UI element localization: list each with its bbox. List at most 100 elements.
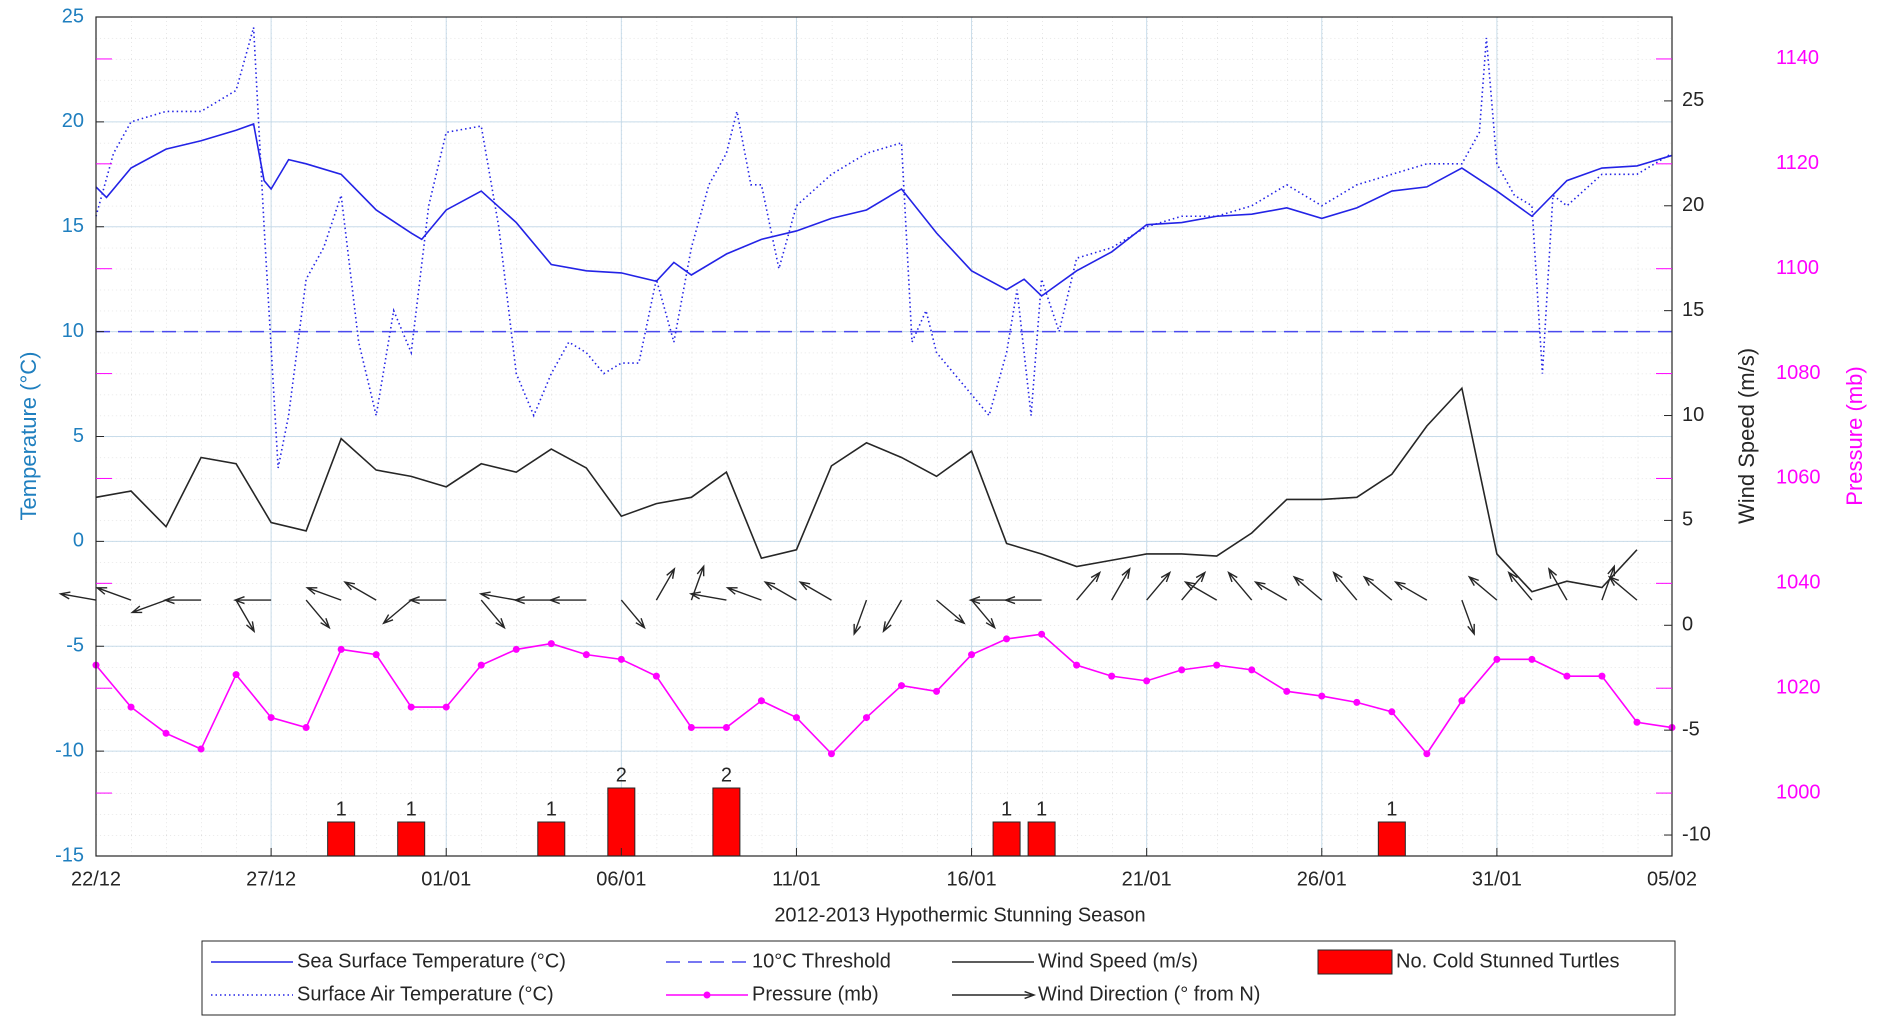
y2-tick-label: -5 <box>1682 718 1700 740</box>
wind-arrow <box>1003 596 1042 605</box>
pressure-point <box>652 672 660 680</box>
pressure-point <box>1003 635 1011 643</box>
wind-arrow <box>1227 570 1253 601</box>
y3-tick-label: 1000 <box>1776 781 1821 803</box>
wind-arrow <box>688 591 727 601</box>
wind-arrow <box>971 599 997 630</box>
bar-label: 2 <box>721 764 732 786</box>
pressure-point <box>1318 692 1326 700</box>
pressure-point <box>337 645 345 653</box>
y3-tick-label: 1140 <box>1776 47 1819 69</box>
legend-label: Pressure (mb) <box>752 983 879 1005</box>
y-axis-title: Temperature (°C) <box>16 352 41 521</box>
pressure-point <box>407 703 415 711</box>
bar-label: 1 <box>1001 798 1012 820</box>
turtle-bar <box>607 787 636 857</box>
marks-layer: 1 1 1 2 2 1 1 1 <box>58 27 1676 857</box>
pressure-point <box>512 645 520 653</box>
wind-arrow <box>763 581 797 601</box>
y2-axis-title: Wind Speed (m/s) <box>1734 348 1759 524</box>
wind-arrow <box>882 599 903 634</box>
wind-arrow <box>305 587 342 601</box>
y3-tick-label: 1060 <box>1776 467 1821 489</box>
wind-arrow <box>233 596 272 605</box>
turtle-bar <box>537 821 566 857</box>
legend-swatch <box>952 990 1037 1000</box>
pressure-point <box>302 724 310 732</box>
pressure-point <box>862 714 870 722</box>
x-tick-label: 16/01 <box>947 868 997 890</box>
wind-arrow <box>58 591 97 601</box>
pressure-point <box>1353 698 1361 706</box>
legend-label: No. Cold Stunned Turtles <box>1396 950 1619 972</box>
pressure-point <box>267 714 275 722</box>
pressure-point <box>547 640 555 648</box>
pressure-point <box>1038 630 1046 638</box>
pressure-point <box>1528 655 1536 663</box>
wind-arrow <box>968 596 1007 605</box>
pressure-point <box>372 651 380 659</box>
series-line <box>95 27 1673 469</box>
wind-arrow <box>548 596 587 605</box>
legend-label: Surface Air Temperature (°C) <box>297 983 554 1005</box>
y2-tick-label: 20 <box>1682 194 1704 216</box>
pressure-point <box>687 724 695 732</box>
y2-tick-label: 25 <box>1682 89 1704 111</box>
pressure-point <box>722 724 730 732</box>
wind-arrow <box>1292 575 1323 601</box>
series-line <box>95 122 1673 298</box>
x-tick-label: 22/12 <box>71 868 121 890</box>
wind-arrow <box>305 599 331 630</box>
legend-swatch <box>1317 949 1393 975</box>
wind-arrow <box>1461 599 1475 636</box>
wind-arrow <box>1183 581 1218 601</box>
wind-arrow <box>1507 570 1533 601</box>
wind-arrow <box>725 587 762 601</box>
bar-label: 1 <box>546 798 557 820</box>
pressure-point <box>1388 708 1396 716</box>
legend: Sea Surface Temperature (°C) Surface Air … <box>211 949 1619 1005</box>
pressure-point <box>1633 718 1641 726</box>
wind-arrow <box>480 599 506 630</box>
turtle-bar <box>1027 821 1056 857</box>
pressure-point <box>197 745 205 753</box>
y-tick-label: 20 <box>62 110 84 132</box>
wind-arrow <box>1076 570 1102 601</box>
wind-arrow <box>343 581 377 601</box>
wind-arrow <box>130 599 167 614</box>
x-tick-label: 21/01 <box>1122 868 1172 890</box>
y-tick-label: -15 <box>55 844 84 866</box>
bar-label: 1 <box>406 798 417 820</box>
y2-tick-label: -10 <box>1682 823 1711 845</box>
wind-arrow <box>1111 567 1131 601</box>
legend-box <box>201 940 1676 1016</box>
pressure-point <box>1283 687 1291 695</box>
pressure-point <box>232 671 240 679</box>
pressure-point <box>1563 672 1571 680</box>
y3-tick-label: 1020 <box>1776 676 1821 698</box>
pressure-point <box>827 750 835 758</box>
y3-tick-label: 1100 <box>1776 257 1819 279</box>
wind-arrow <box>620 599 646 630</box>
y3-tick-label: 1040 <box>1776 572 1821 594</box>
pressure-point <box>1178 666 1186 674</box>
wind-arrow <box>1601 564 1615 601</box>
wind-arrow <box>1362 575 1393 601</box>
bar-label: 1 <box>1036 798 1047 820</box>
y-tick-label: 15 <box>62 215 84 237</box>
x-tick-label: 01/01 <box>421 868 471 890</box>
pressure-point <box>757 697 765 705</box>
wind-arrow <box>655 567 676 601</box>
x-tick-label: 05/02 <box>1647 868 1697 890</box>
wind-arrow <box>1253 581 1288 601</box>
pressure-point <box>1248 666 1256 674</box>
y-tick-label: 25 <box>62 5 84 27</box>
pressure-point <box>617 655 625 663</box>
turtle-bar <box>397 821 426 857</box>
y2-tick-label: 0 <box>1682 614 1693 636</box>
pressure-point <box>1073 661 1081 669</box>
wind-arrow <box>1332 570 1358 601</box>
y3-tick-label: 1120 <box>1776 152 1819 174</box>
pressure-point <box>933 687 941 695</box>
